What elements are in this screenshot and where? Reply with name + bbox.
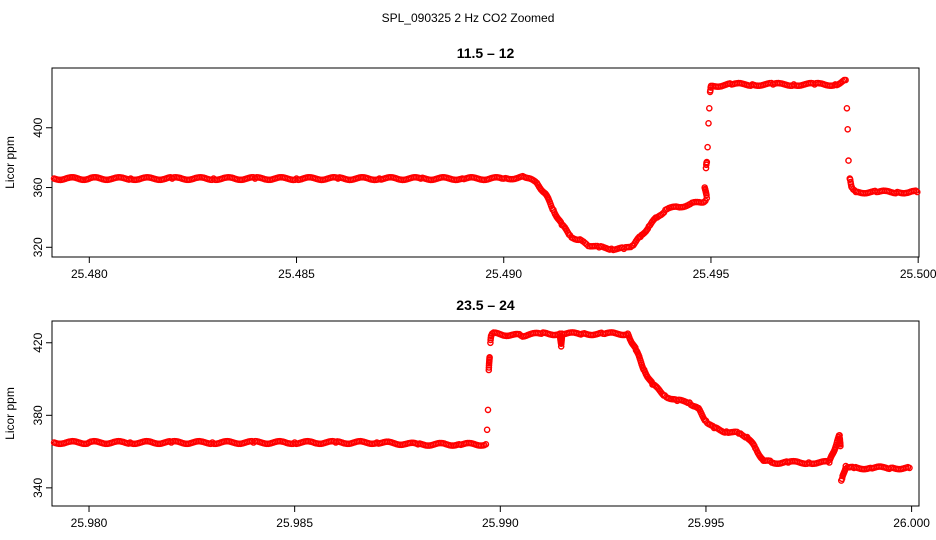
figure-title: SPL_090325 2 Hz CO2 Zoomed (382, 11, 555, 25)
y-tick-label: 360 (31, 177, 45, 197)
plot-frame (51, 67, 920, 258)
data-point (842, 76, 849, 84)
panel-1: 11.5 – 12 25.480 25.485 25.490 25.495 25.500 3… (3, 45, 936, 281)
data-point (485, 364, 493, 371)
x-tick-label: 25.980 (71, 516, 108, 530)
panels: 11.5 – 12 25.480 25.485 25.490 25.495 25.500 3… (3, 45, 936, 530)
x-tick-label: 25.490 (485, 267, 522, 281)
panel-title: 23.5 – 24 (456, 297, 515, 313)
y-axis-label: Licor ppm (3, 387, 17, 440)
data-point (701, 184, 709, 191)
x-tick-label: 25.995 (688, 516, 725, 530)
data-point (837, 442, 844, 450)
data-point (845, 157, 852, 164)
x-tick-label: 25.985 (276, 516, 313, 530)
data-point (703, 158, 711, 166)
data-point (844, 126, 852, 133)
series-points (50, 76, 921, 254)
x-tick-label: 25.495 (693, 267, 730, 281)
plot-frame (51, 320, 920, 507)
panel-2: 23.5 – 24 25.980 25.985 25.990 25.995 26.000 3… (3, 297, 930, 530)
panel-title: 11.5 – 12 (457, 45, 515, 61)
data-point (482, 440, 490, 448)
x-tick-label: 25.500 (900, 267, 936, 281)
y-tick-label: 340 (31, 478, 45, 498)
data-point (705, 120, 712, 127)
data-point (486, 353, 493, 361)
x-tick-label: 25.480 (71, 267, 108, 281)
data-point (706, 105, 713, 112)
x-tick-label: 25.485 (278, 267, 315, 281)
x-tick-label: 26.000 (893, 516, 930, 530)
data-point (843, 105, 851, 112)
data-point (483, 426, 491, 434)
data-point (704, 143, 711, 151)
y-axis-label: Licor ppm (3, 136, 17, 189)
series-points (50, 329, 913, 484)
y-tick-label: 380 (31, 405, 45, 425)
data-point (484, 406, 492, 414)
data-point (906, 464, 913, 472)
y-tick-label: 400 (31, 117, 45, 137)
y-tick-label: 420 (31, 332, 45, 352)
x-tick-label: 25.990 (482, 516, 519, 530)
y-tick-label: 320 (31, 237, 45, 257)
data-point (914, 188, 921, 196)
